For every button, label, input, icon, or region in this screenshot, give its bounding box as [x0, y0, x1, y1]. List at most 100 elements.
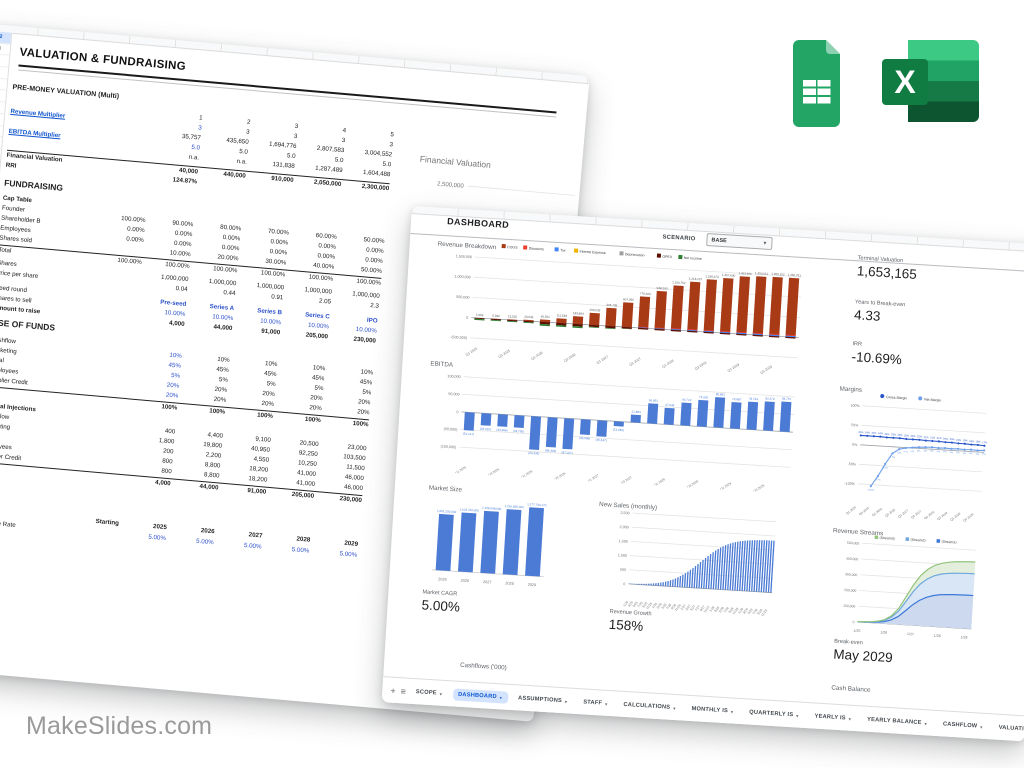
svg-text:1/26: 1/26: [651, 602, 658, 610]
cell-value: 5.00%: [243, 541, 262, 551]
svg-text:(500,000): (500,000): [451, 335, 467, 340]
svg-text:11/25: 11/25: [645, 601, 653, 610]
stat-label: Revenue Growth: [609, 608, 652, 618]
svg-text:4%: 4%: [962, 452, 967, 455]
svg-text:Q1 2027: Q1 2027: [587, 473, 600, 483]
tab-dashboard[interactable]: DASHBOARD ▼: [452, 688, 509, 704]
svg-text:1,500: 1,500: [619, 539, 628, 544]
svg-text:1/27: 1/27: [907, 632, 914, 636]
tab-caret-icon: ▼: [979, 724, 984, 730]
cell-value: 0.00%: [365, 256, 384, 265]
svg-text:1,462,751: 1,462,751: [788, 273, 802, 278]
stat-breakeven: Break-even May 2029: [833, 639, 894, 666]
svg-text:Q1 2026: Q1 2026: [530, 351, 543, 361]
tab-assumptions[interactable]: ASSUMPTIONS ▼: [517, 695, 569, 705]
svg-text:1,000: 1,000: [618, 553, 627, 558]
svg-text:85,892: 85,892: [716, 392, 726, 397]
svg-text:5%: 5%: [969, 452, 974, 455]
svg-text:4%: 4%: [936, 450, 941, 453]
svg-text:7/26: 7/26: [665, 603, 672, 611]
cell-value: 1,287,489: [314, 164, 343, 175]
all-sheets-menu-icon[interactable]: ≡: [400, 686, 407, 697]
tab-scope[interactable]: SCOPE ▼: [415, 689, 444, 697]
tab-valuation[interactable]: VALUATION▼: [998, 724, 1024, 733]
cell-value: 2,300,000: [361, 182, 390, 193]
svg-text:-77%: -77%: [875, 478, 882, 481]
svg-text:9/27: 9/27: [699, 605, 706, 613]
new-sales-chart: New Sales (monthly) 2,500 2,000 1,500 1,000 5…: [593, 498, 781, 617]
svg-text:24%: 24%: [858, 431, 864, 434]
row-number: 11: [0, 135, 3, 150]
cell-value: 5.00%: [291, 546, 310, 555]
cell-value: 0.00%: [126, 225, 145, 235]
watermark: MakeSlides.com: [26, 712, 213, 740]
cell-value: 2025: [152, 522, 168, 532]
cell-value: 205,000: [305, 331, 329, 341]
svg-text:100,000: 100,000: [843, 604, 856, 609]
svg-text:Q1 2028: Q1 2028: [923, 510, 935, 520]
cell-value: 5.0: [286, 152, 296, 160]
row-label: FUNDRAISING: [3, 177, 64, 193]
svg-text:82,270: 82,270: [765, 396, 775, 401]
cell-value: [89, 320, 137, 324]
svg-text:100%: 100%: [850, 404, 860, 409]
svg-text:1/27: 1/27: [680, 603, 687, 611]
cell-value: 100%: [352, 419, 369, 429]
cell-value: 10.00%: [212, 313, 234, 323]
ebitda-chart: EBITDA 100,000 50,000 0 (50,000) (100,000) (51…: [424, 357, 800, 493]
cell-value: 0.44: [223, 289, 236, 298]
cell-value: 10%: [169, 351, 183, 360]
svg-text:0: 0: [456, 410, 458, 414]
svg-text:189,894: 189,894: [573, 311, 584, 316]
cell-value: 5.00%: [148, 533, 167, 543]
svg-text:0%: 0%: [852, 443, 858, 447]
svg-text:Net Income: Net Income: [684, 256, 702, 261]
svg-text:2028: 2028: [505, 581, 514, 586]
add-sheet-icon[interactable]: +: [390, 685, 396, 696]
tab-yearly-is[interactable]: YEARLY IS ▼: [814, 713, 853, 722]
cell-value: 10.00%: [259, 317, 282, 327]
svg-text:(87,021): (87,021): [561, 450, 572, 455]
cell-value: 20%: [213, 395, 227, 404]
cell-value: 2.3: [369, 302, 380, 310]
cell-value: 1,000,000: [304, 286, 333, 296]
cell-value: 440,000: [223, 170, 247, 180]
row-number: 5: [0, 65, 9, 80]
svg-text:Revenue Breakdown: Revenue Breakdown: [438, 241, 497, 252]
svg-text:2027: 2027: [483, 580, 492, 585]
svg-text:EBITDA: EBITDA: [430, 360, 454, 368]
cell-value: 20%: [165, 391, 179, 400]
tab-quarterly-is[interactable]: QUARTERLY IS ▼: [749, 709, 800, 719]
cell-value: 230,000: [339, 495, 363, 505]
stat-years-to-breakeven: Years to Break-even 4.33: [854, 299, 906, 325]
tab-staff[interactable]: STAFF ▼: [583, 699, 609, 707]
cell-value: 46,000: [344, 473, 365, 483]
cell-value: 50.00%: [360, 266, 383, 275]
svg-text:1,100,752: 1,100,752: [672, 280, 686, 285]
svg-text:1,277,740,170: 1,277,740,170: [527, 502, 547, 507]
cell-value: 10%: [216, 355, 230, 364]
revenue-streams-chart: Revenue Streams 500,000 400,000 300,000 200,…: [827, 524, 983, 643]
svg-text:3/29: 3/29: [742, 607, 749, 615]
sheet-row: PRE-MONEY VALUATION (Multi): [12, 84, 119, 100]
svg-text:1,051,200,000: 1,051,200,000: [437, 509, 457, 514]
cell-value: Series C: [304, 311, 331, 321]
svg-text:5%: 5%: [956, 451, 961, 454]
svg-text:23%: 23%: [884, 433, 890, 436]
cell-value: 5%: [218, 376, 229, 384]
svg-text:-104%: -104%: [867, 488, 875, 491]
tab-monthly-is[interactable]: MONTHLY IS ▼: [691, 706, 735, 715]
tab-caret-icon: ▼: [847, 716, 853, 722]
tab-calculations[interactable]: CALCULATIONS ▼: [623, 701, 677, 711]
cell-value: 18,200: [248, 475, 268, 484]
svg-text:1,450,011: 1,450,011: [755, 271, 769, 276]
scenario-dropdown[interactable]: BASE ▼: [706, 233, 773, 251]
svg-text:3/27: 3/27: [684, 604, 691, 612]
tab-cashflow[interactable]: CASHFLOW ▼: [942, 721, 984, 730]
svg-text:4%: 4%: [923, 450, 928, 453]
tab-yearly-balance[interactable]: YEARLY BALANCE ▼: [866, 716, 929, 727]
svg-text:1,000,000: 1,000,000: [454, 275, 471, 280]
svg-text:2,000: 2,000: [619, 525, 628, 530]
scenario-value: BASE: [711, 236, 727, 244]
